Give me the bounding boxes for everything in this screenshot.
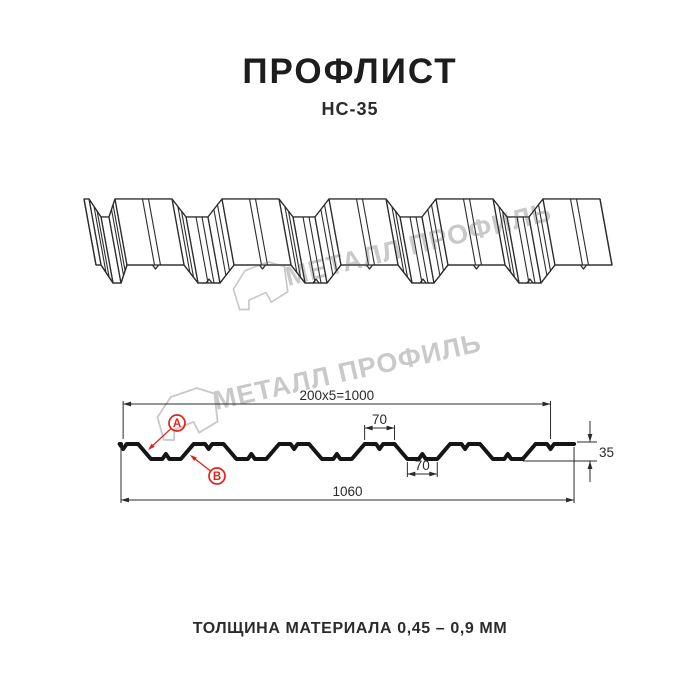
dimension-arrow	[123, 401, 132, 407]
marker-circle-a	[168, 414, 186, 432]
marker-letter-a: A	[173, 418, 181, 430]
slope-groove-lines	[427, 204, 445, 276]
slope-groove-lines	[284, 206, 302, 278]
crest-groove-lines	[141, 198, 162, 266]
dimension-arrow	[407, 471, 416, 477]
crest-groove-lines	[462, 198, 483, 266]
dimension-arrow	[364, 425, 373, 431]
page-title: ПРОФЛИСТ	[242, 52, 458, 91]
watermark-text: МЕТАЛЛ ПРОФИЛЬ	[282, 197, 555, 292]
dimension-arrow	[566, 497, 575, 503]
sheet-front-edge	[96, 264, 612, 284]
slope-groove-lines	[213, 204, 231, 276]
slope-groove-lines	[498, 206, 516, 278]
logo-outline	[232, 261, 289, 311]
slope-groove-lines	[93, 206, 110, 278]
marker-letter-b: B	[213, 471, 221, 483]
sheet-3d-view	[83, 198, 613, 284]
marker-circle-b	[208, 467, 226, 485]
crest-groove-lines	[355, 198, 376, 266]
sheet-right-end-edge	[599, 198, 613, 266]
profile-outline	[117, 442, 577, 461]
dimension-arrow	[587, 434, 593, 442]
slope-groove-lines	[534, 204, 552, 276]
metal-profile-logo	[232, 261, 289, 311]
marker-arrowhead	[148, 443, 155, 450]
dim-label-span-top: 200x5=1000	[299, 388, 374, 403]
dimension-arrow	[386, 425, 395, 431]
valley-groove-lines	[302, 216, 322, 284]
thickness-note: ТОЛЩИНА МАТЕРИАЛА 0,45 – 0,9 ММ	[192, 620, 508, 637]
marker-arrowhead	[190, 455, 197, 462]
crest-groove-lines	[248, 198, 269, 266]
logo-outline	[156, 387, 219, 442]
dim-label-overall-width: 1060	[332, 484, 362, 499]
dimension-arrow	[121, 497, 129, 503]
dim-label-valley-width: 70	[415, 458, 430, 473]
valley-groove-lines	[409, 216, 429, 284]
dim-label-crest-width: 70	[372, 412, 387, 427]
dimension-arrow	[542, 401, 551, 407]
valley-groove-lines	[516, 216, 536, 284]
slope-groove-lines	[110, 204, 126, 276]
slope-groove-lines	[391, 206, 409, 278]
cross-section-view: 200x5=1000 70 70 1060 35 A B	[117, 388, 614, 503]
slope-groove-lines	[320, 204, 338, 276]
crest-groove-lines	[569, 198, 590, 266]
sheet-left-end-edge	[83, 198, 97, 266]
slope-groove-lines	[177, 206, 195, 278]
valley-groove-lines	[195, 216, 215, 284]
watermark-text: МЕТАЛЛ ПРОФИЛЬ	[211, 327, 484, 415]
dimension-arrow	[587, 461, 593, 469]
dim-label-height: 35	[599, 445, 614, 460]
dimension-arrow	[429, 471, 438, 477]
metal-profile-logo	[156, 387, 219, 442]
profile-code: НС-35	[321, 99, 379, 119]
